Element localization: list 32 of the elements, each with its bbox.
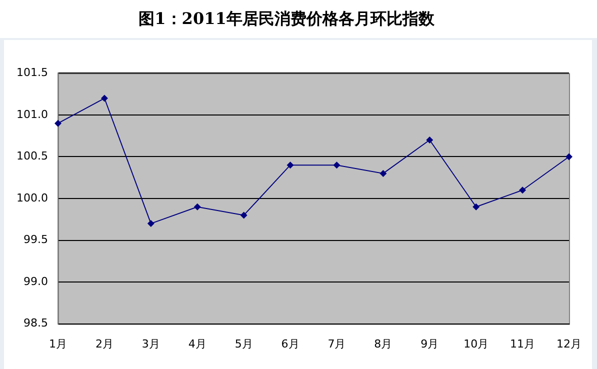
x-tick-label: 12月 xyxy=(556,337,582,350)
x-tick-label: 4月 xyxy=(188,337,206,350)
point xyxy=(147,220,154,228)
point xyxy=(472,203,480,210)
x-tick-label: 11月 xyxy=(510,337,536,350)
x-tick-label: 2月 xyxy=(95,337,114,350)
y-tick-label: 100.5 xyxy=(16,150,48,163)
y-tick-label: 101.0 xyxy=(16,108,48,121)
x-tick-label: 10月 xyxy=(464,337,489,350)
y-tick-label: 100.0 xyxy=(16,191,48,204)
x-tick-label: 1月 xyxy=(49,337,67,350)
x-tick-label: 6月 xyxy=(281,337,300,350)
point xyxy=(194,203,201,210)
point xyxy=(380,170,387,177)
y-tick-label: 98.5 xyxy=(24,316,48,330)
x-tick-label: 7月 xyxy=(328,337,346,350)
point xyxy=(566,153,572,160)
y-tick-label: 99.5 xyxy=(24,233,48,246)
point xyxy=(54,120,62,127)
chart-title: 图1：2011年居民消费价格各月环比指数 xyxy=(138,8,436,28)
point xyxy=(519,186,526,194)
point xyxy=(426,136,434,144)
point xyxy=(333,162,340,169)
x-tick-label: 3月 xyxy=(142,337,160,350)
x-tick-label: 8月 xyxy=(374,337,392,350)
y-tick-label: 99.0 xyxy=(24,274,48,288)
x-tick-label: 5月 xyxy=(234,337,253,350)
point xyxy=(286,162,294,169)
point xyxy=(240,212,248,219)
y-tick-label: 101.5 xyxy=(16,66,48,80)
x-tick-label: 9月 xyxy=(420,337,439,350)
point xyxy=(100,94,108,102)
